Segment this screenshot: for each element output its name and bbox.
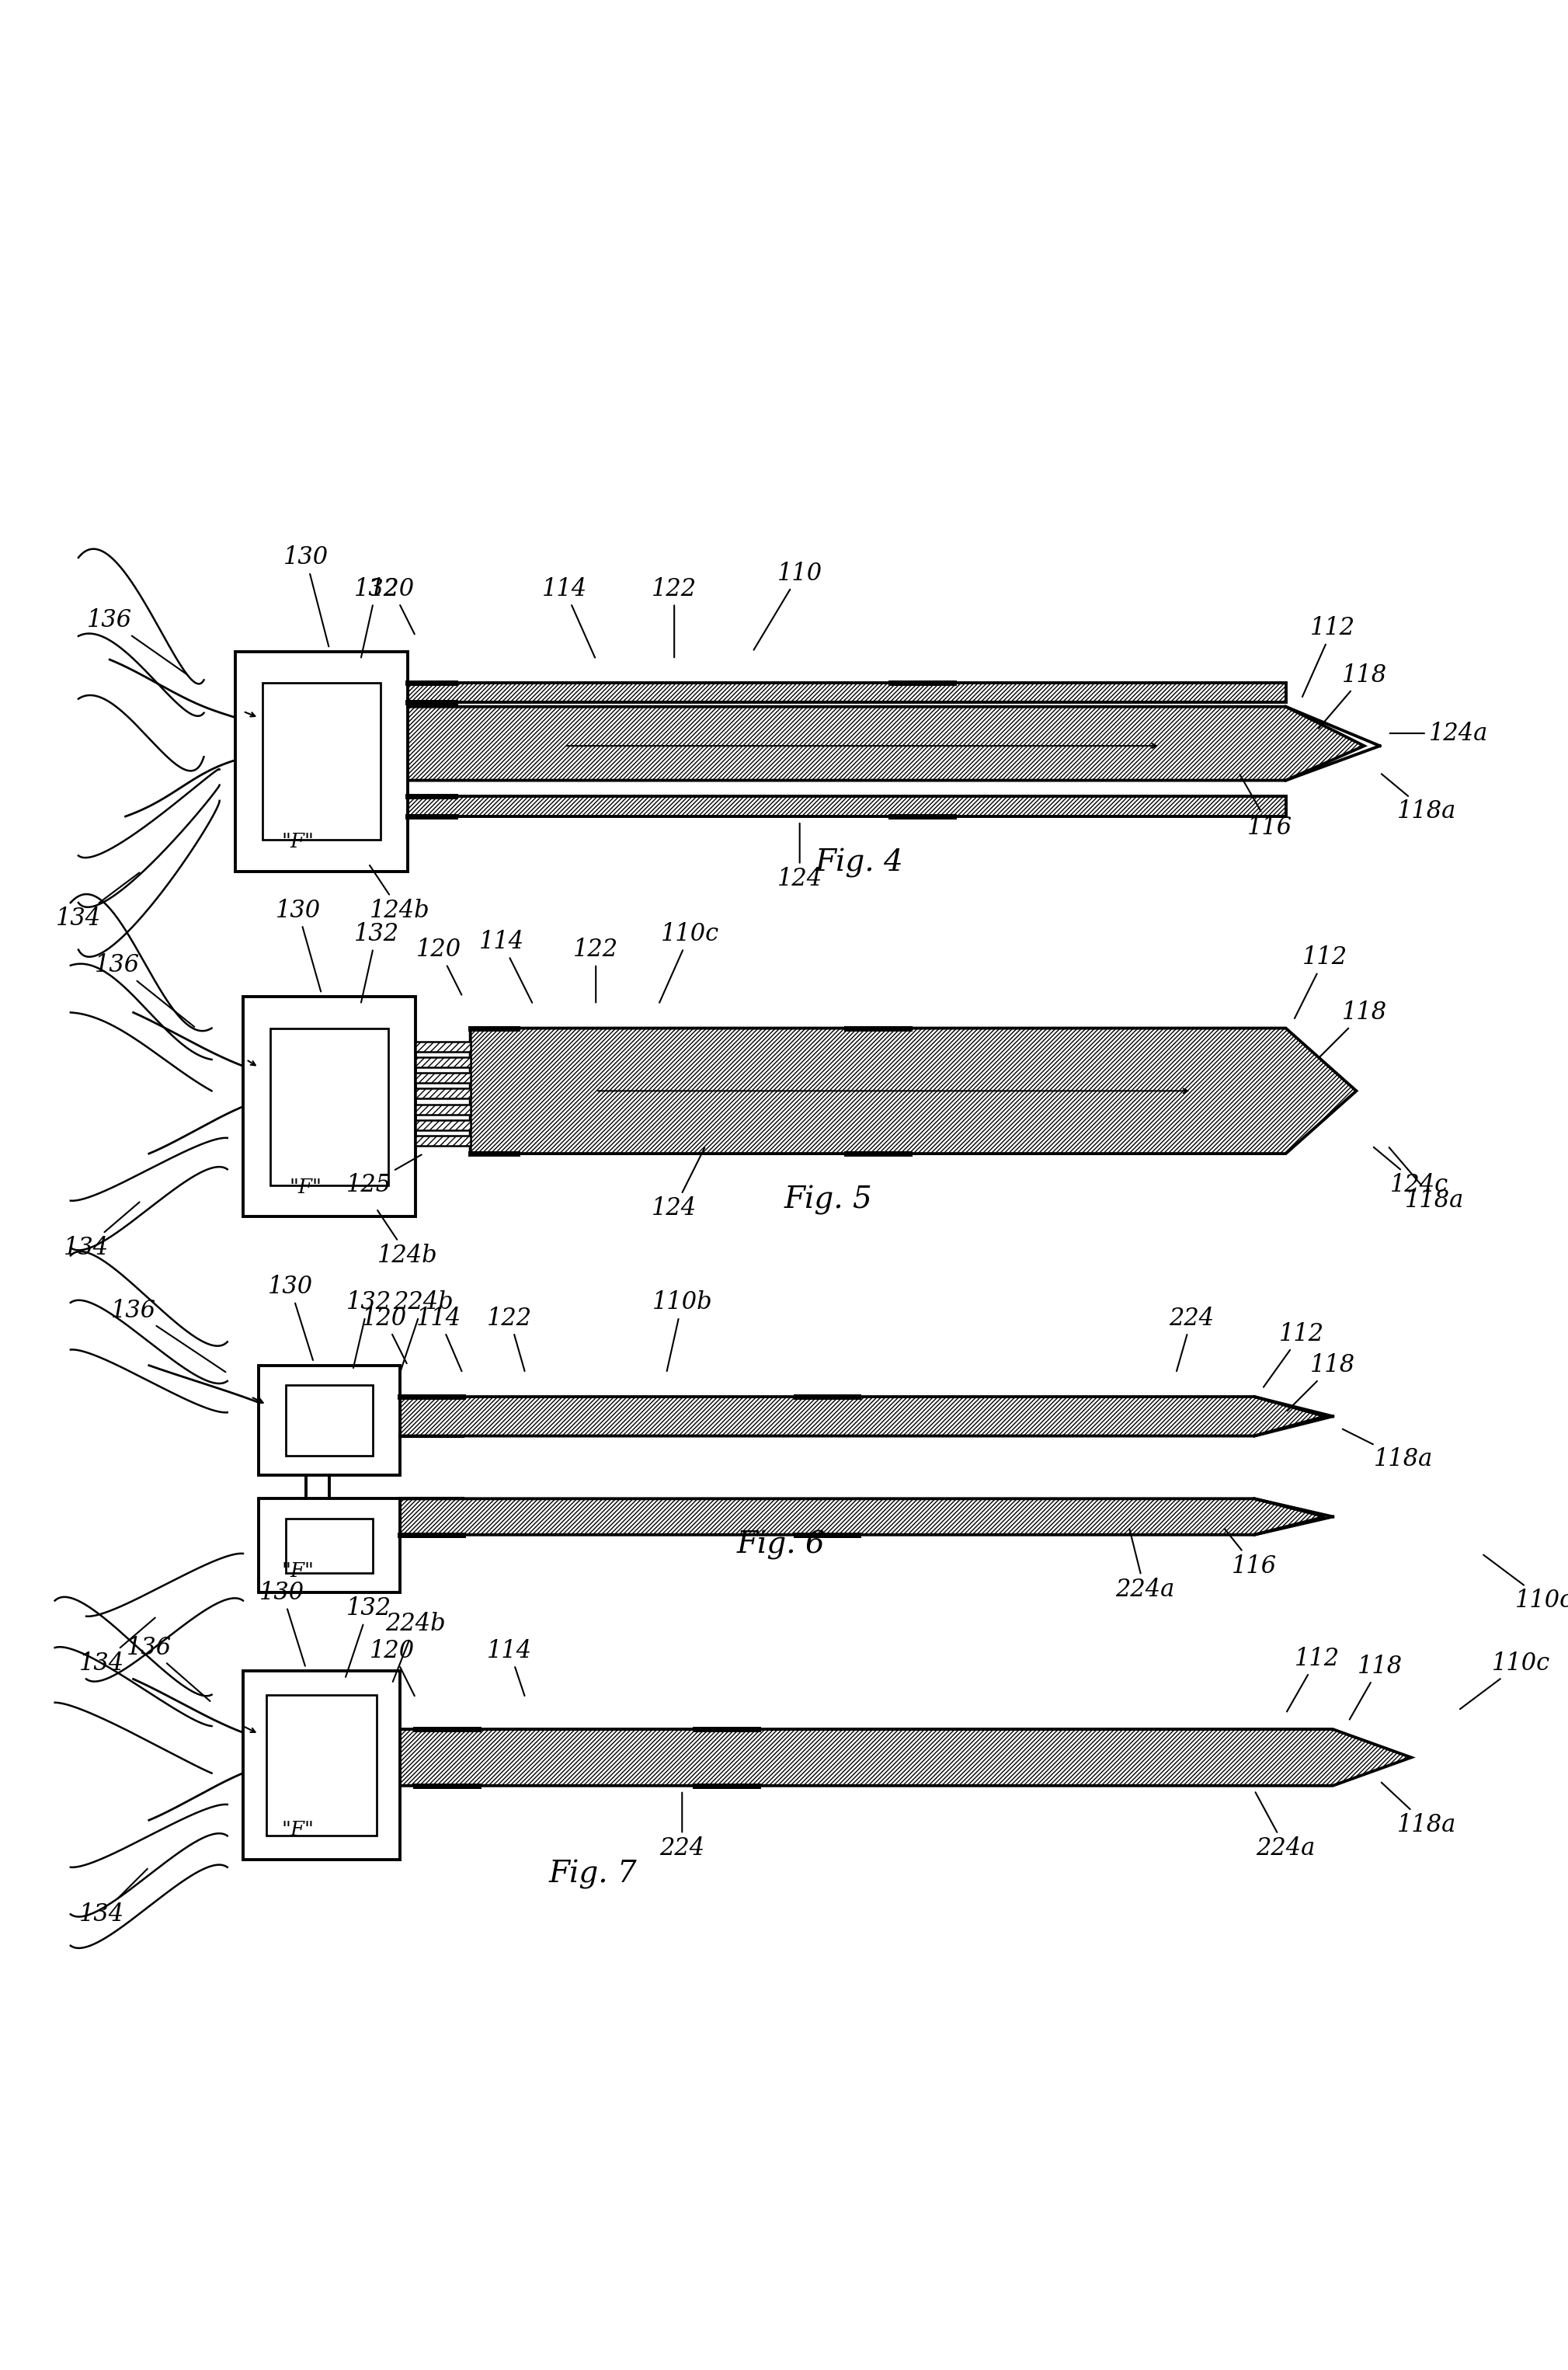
- Bar: [243, 1671, 400, 1860]
- Text: Fig. 7: Fig. 7: [549, 1860, 637, 1889]
- Text: 224b: 224b: [394, 1292, 453, 1372]
- Text: 120: 120: [417, 939, 461, 995]
- Text: Fig. 6: Fig. 6: [737, 1531, 825, 1559]
- Text: 118a: 118a: [1381, 1782, 1457, 1837]
- Text: 122: 122: [574, 939, 618, 1003]
- Text: 132: 132: [347, 1292, 390, 1367]
- Text: 132: 132: [354, 922, 398, 1003]
- Text: 134: 134: [80, 1619, 155, 1676]
- Text: 124a: 124a: [1389, 720, 1488, 744]
- Text: 110c: 110c: [660, 922, 720, 1003]
- Polygon shape: [400, 1396, 1325, 1436]
- Text: 136: 136: [111, 1299, 226, 1372]
- Bar: [416, 1104, 470, 1114]
- Text: 118: 118: [1350, 1654, 1402, 1721]
- Text: 224a: 224a: [1256, 1792, 1316, 1860]
- Text: 130: 130: [268, 1275, 314, 1360]
- Text: 122: 122: [652, 576, 696, 656]
- Text: 130: 130: [276, 898, 321, 991]
- Bar: [243, 998, 416, 1216]
- Text: 224a: 224a: [1115, 1529, 1174, 1602]
- Text: "F": "F": [282, 1820, 314, 1839]
- Text: 130: 130: [260, 1581, 306, 1666]
- Text: 118: 118: [1287, 1353, 1355, 1410]
- Text: 136: 136: [96, 953, 194, 1026]
- Text: 122: 122: [488, 1306, 532, 1372]
- Text: 112: 112: [1303, 616, 1355, 697]
- Polygon shape: [470, 1029, 1356, 1154]
- Bar: [285, 1384, 373, 1455]
- Text: 224b: 224b: [386, 1612, 445, 1683]
- Text: 112: 112: [1295, 946, 1347, 1019]
- Bar: [416, 1121, 470, 1130]
- Polygon shape: [408, 796, 1286, 815]
- Text: 110c: 110c: [1460, 1652, 1551, 1709]
- Text: 114: 114: [543, 576, 594, 656]
- Text: 118: 118: [1319, 664, 1386, 728]
- Bar: [262, 683, 379, 839]
- Text: 110c: 110c: [1483, 1555, 1568, 1612]
- Text: 114: 114: [480, 929, 532, 1003]
- Bar: [416, 1040, 470, 1052]
- Text: 125: 125: [347, 1154, 422, 1197]
- Text: 118: 118: [1319, 1000, 1386, 1057]
- Text: 114: 114: [417, 1306, 461, 1372]
- Bar: [416, 1135, 470, 1145]
- Text: 120: 120: [362, 1306, 406, 1363]
- Polygon shape: [408, 706, 1364, 780]
- Text: 134: 134: [80, 1870, 147, 1927]
- Text: 124b: 124b: [370, 865, 430, 922]
- Bar: [271, 1029, 389, 1185]
- Polygon shape: [400, 1498, 1325, 1536]
- Bar: [259, 1365, 400, 1474]
- Text: 132: 132: [345, 1597, 390, 1678]
- Text: 120: 120: [370, 576, 414, 635]
- Text: 224: 224: [1170, 1306, 1214, 1372]
- Text: 130: 130: [284, 545, 329, 647]
- Text: 114: 114: [488, 1638, 532, 1697]
- Text: "F": "F": [282, 832, 314, 851]
- Text: 118a: 118a: [1381, 775, 1457, 825]
- Text: 118a: 118a: [1389, 1147, 1465, 1213]
- Bar: [285, 1519, 373, 1574]
- Text: 136: 136: [127, 1635, 210, 1702]
- Text: Fig. 4: Fig. 4: [815, 848, 903, 877]
- Text: 124: 124: [778, 822, 822, 891]
- Text: 112: 112: [1287, 1647, 1339, 1711]
- Text: 120: 120: [370, 1638, 414, 1697]
- Text: 118a: 118a: [1342, 1429, 1433, 1472]
- Polygon shape: [408, 683, 1286, 702]
- Text: 134: 134: [56, 872, 140, 931]
- Text: 116: 116: [1225, 1529, 1276, 1578]
- Text: 132: 132: [354, 576, 398, 656]
- Bar: [267, 1695, 376, 1837]
- Bar: [235, 652, 408, 872]
- Bar: [416, 1088, 470, 1100]
- Text: 112: 112: [1264, 1322, 1323, 1386]
- Bar: [416, 1074, 470, 1083]
- Text: "F": "F": [282, 1562, 314, 1581]
- Text: 224: 224: [660, 1792, 704, 1860]
- Text: 110: 110: [754, 562, 822, 649]
- Text: 124: 124: [652, 1147, 704, 1221]
- Bar: [416, 1057, 470, 1066]
- Polygon shape: [400, 1730, 1411, 1785]
- Bar: [259, 1498, 400, 1593]
- Text: 134: 134: [64, 1202, 140, 1261]
- Text: 124b: 124b: [378, 1211, 437, 1268]
- Text: 116: 116: [1240, 775, 1292, 839]
- Text: "F": "F": [290, 1178, 321, 1197]
- Text: 124c: 124c: [1374, 1147, 1449, 1197]
- Text: 136: 136: [88, 609, 187, 673]
- Text: 110b: 110b: [652, 1292, 712, 1372]
- Text: Fig. 5: Fig. 5: [784, 1185, 872, 1216]
